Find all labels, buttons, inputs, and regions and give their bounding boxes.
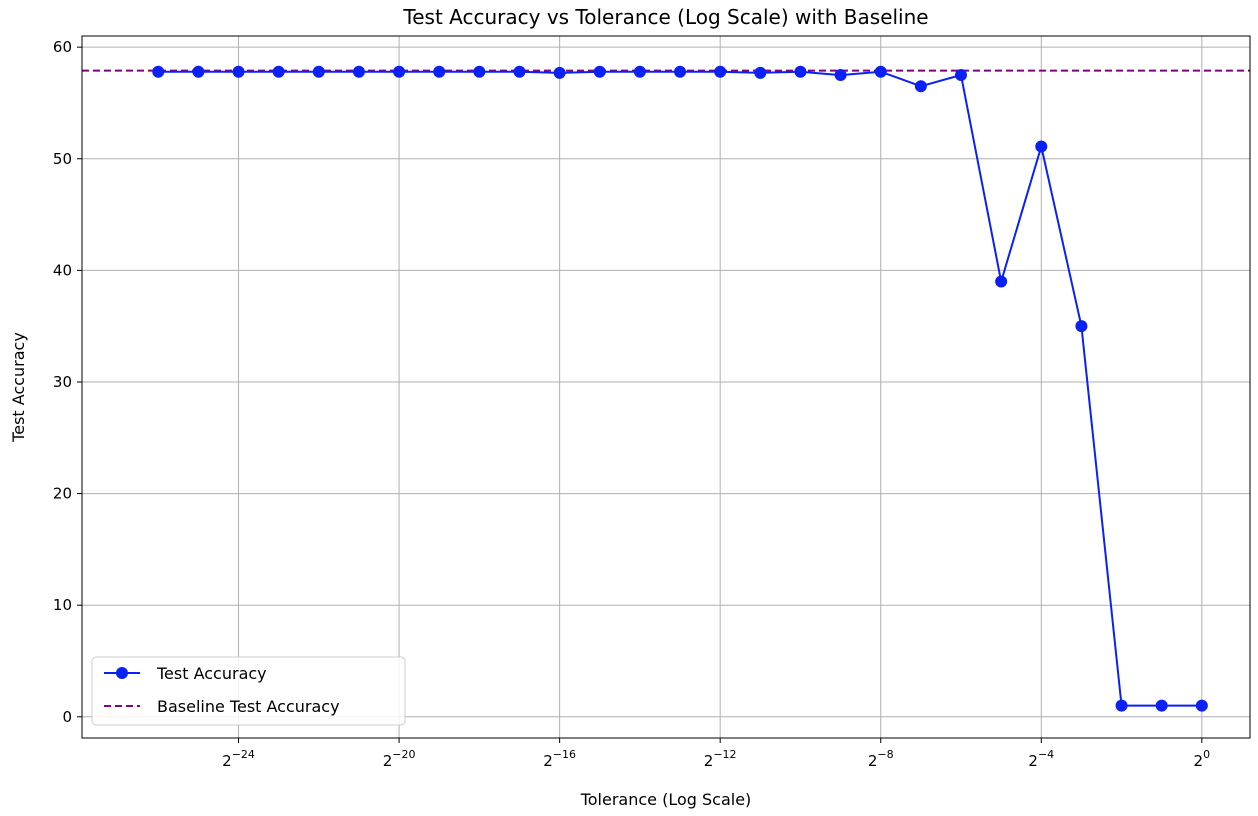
plot-frame [81,35,1251,739]
test-accuracy-point [393,65,406,78]
test-accuracy-point [754,66,767,79]
test-accuracy-point [1035,140,1048,153]
legend-accuracy-swatch-marker [116,667,128,679]
test-accuracy-point [272,65,285,78]
x-tick-label: 2−8 [868,748,894,770]
axis-ticks: 2−24 2−20 2−16 2−12 2−8 2−4 20 0 10 20 30 40 50 60 [53,38,1210,770]
test-accuracy-point [914,80,927,93]
test-accuracy-point [714,65,727,78]
test-accuracy-point [1115,699,1128,712]
test-accuracy-point [955,69,968,82]
x-tick-label: 2−20 [383,748,416,770]
y-tick-label: 20 [53,485,72,503]
test-accuracy-point [192,65,205,78]
x-tick-label: 2−16 [543,748,576,770]
series-layer [152,65,1208,712]
test-accuracy-point [433,65,446,78]
legend-accuracy-label: Test Accuracy [156,664,267,683]
test-accuracy-point [513,65,526,78]
y-tick-label: 30 [53,373,72,391]
x-tick-label: 2−4 [1028,748,1054,770]
x-tick-label: 2−12 [704,748,737,770]
y-axis-title: Test Accuracy [9,332,28,443]
test-accuracy-point [633,65,646,78]
y-tick-label: 0 [62,708,72,726]
legend-box [91,656,406,726]
x-axis-title: Tolerance (Log Scale) [580,790,752,809]
x-tick-label: 20 [1194,748,1211,770]
legend-baseline-label: Baseline Test Accuracy [157,697,340,716]
test-accuracy-point [834,69,847,82]
y-tick-label: 40 [53,261,72,279]
test-accuracy-point [1155,699,1168,712]
test-accuracy-point [352,65,365,78]
legend: Test Accuracy Baseline Test Accuracy [91,656,406,726]
y-tick-label: 10 [53,596,72,614]
test-accuracy-point [232,65,245,78]
test-accuracy-point [674,65,687,78]
chart-title: Test Accuracy vs Tolerance (Log Scale) w… [402,5,928,29]
test-accuracy-point [553,66,566,79]
test-accuracy-point [593,65,606,78]
test-accuracy-point [473,65,486,78]
test-accuracy-point [874,65,887,78]
test-accuracy-point [152,65,165,78]
y-tick-label: 60 [53,38,72,56]
test-accuracy-point [1195,699,1208,712]
test-accuracy-point [1075,320,1088,333]
y-tick-label: 50 [53,150,72,168]
x-tick-label: 2−24 [222,748,255,770]
test-accuracy-point [794,65,807,78]
test-accuracy-point [995,275,1008,288]
test-accuracy-point [312,65,325,78]
